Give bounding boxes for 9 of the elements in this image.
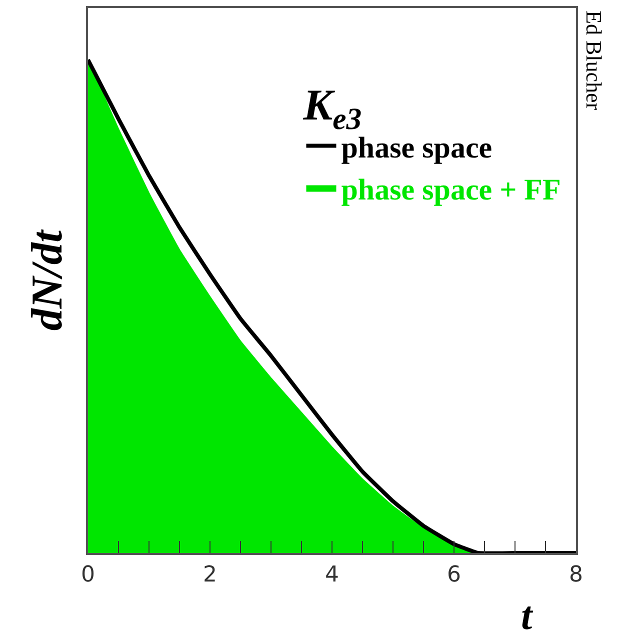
x-tick-label: 8	[569, 562, 583, 588]
x-tick-label: 0	[81, 562, 95, 588]
text: Ed Blucher	[582, 10, 606, 111]
x-axis-title: t	[521, 593, 534, 637]
legend-label: phase space + FF	[341, 173, 561, 206]
x-tick-label: 2	[203, 562, 217, 588]
x-tick-label: 4	[325, 562, 339, 588]
x-tick-label: 6	[447, 562, 461, 588]
y-axis-title: dN/dt	[22, 228, 72, 331]
